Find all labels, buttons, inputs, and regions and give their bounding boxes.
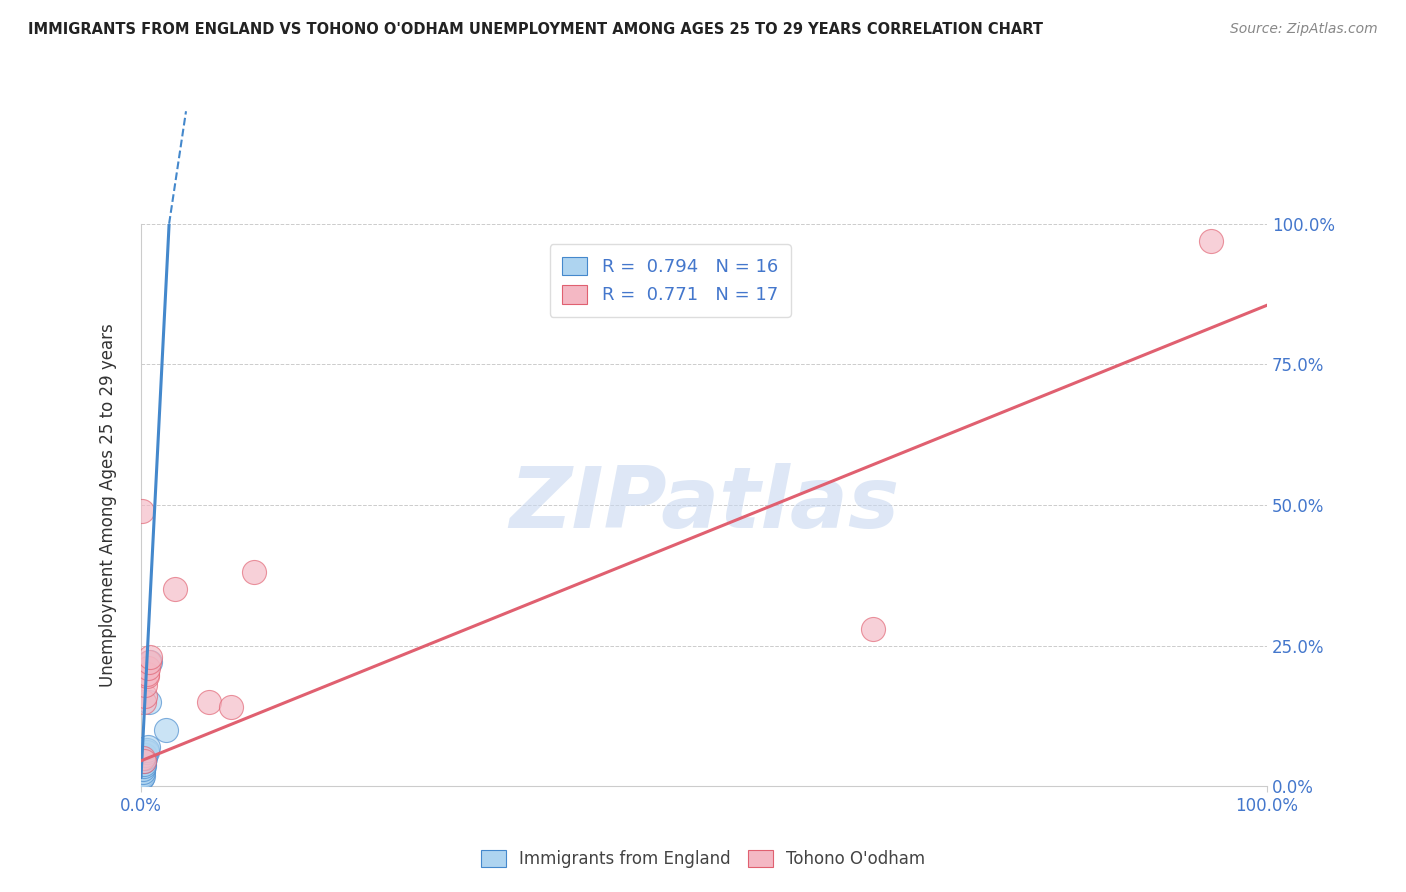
Point [136,661,159,675]
Point [197,695,219,709]
Point [132,762,155,776]
Point [136,739,159,754]
Point [242,566,264,580]
Point [135,742,157,756]
Point [135,745,157,759]
Point [134,754,156,768]
Point [135,669,157,683]
Point [132,751,155,765]
Point [132,769,155,783]
Text: IMMIGRANTS FROM ENGLAND VS TOHONO O'ODHAM UNEMPLOYMENT AMONG AGES 25 TO 29 YEARS: IMMIGRANTS FROM ENGLAND VS TOHONO O'ODHA… [28,22,1043,37]
Legend: R =  0.794   N = 16, R =  0.771   N = 17: R = 0.794 N = 16, R = 0.771 N = 17 [550,244,790,317]
Text: ZIPatlas: ZIPatlas [509,464,898,547]
Point [132,765,155,780]
Legend: Immigrants from England, Tohono O'odham: Immigrants from England, Tohono O'odham [474,843,932,875]
Point [134,759,156,773]
Point [131,771,153,785]
Point [1199,234,1222,248]
Point [134,751,156,765]
Point [134,695,156,709]
Point [138,695,160,709]
Point [163,582,186,597]
Point [139,656,162,670]
Y-axis label: Unemployment Among Ages 25 to 29 years: Unemployment Among Ages 25 to 29 years [100,323,117,687]
Point [219,700,242,714]
Text: Source: ZipAtlas.com: Source: ZipAtlas.com [1230,22,1378,37]
Point [131,503,153,517]
Point [134,678,156,692]
Point [134,689,156,703]
Point [134,754,156,768]
Point [155,723,177,737]
Point [131,768,153,782]
Point [138,656,160,670]
Point [862,622,884,636]
Point [135,666,157,681]
Point [139,649,162,664]
Point [134,748,156,763]
Point [134,756,156,771]
